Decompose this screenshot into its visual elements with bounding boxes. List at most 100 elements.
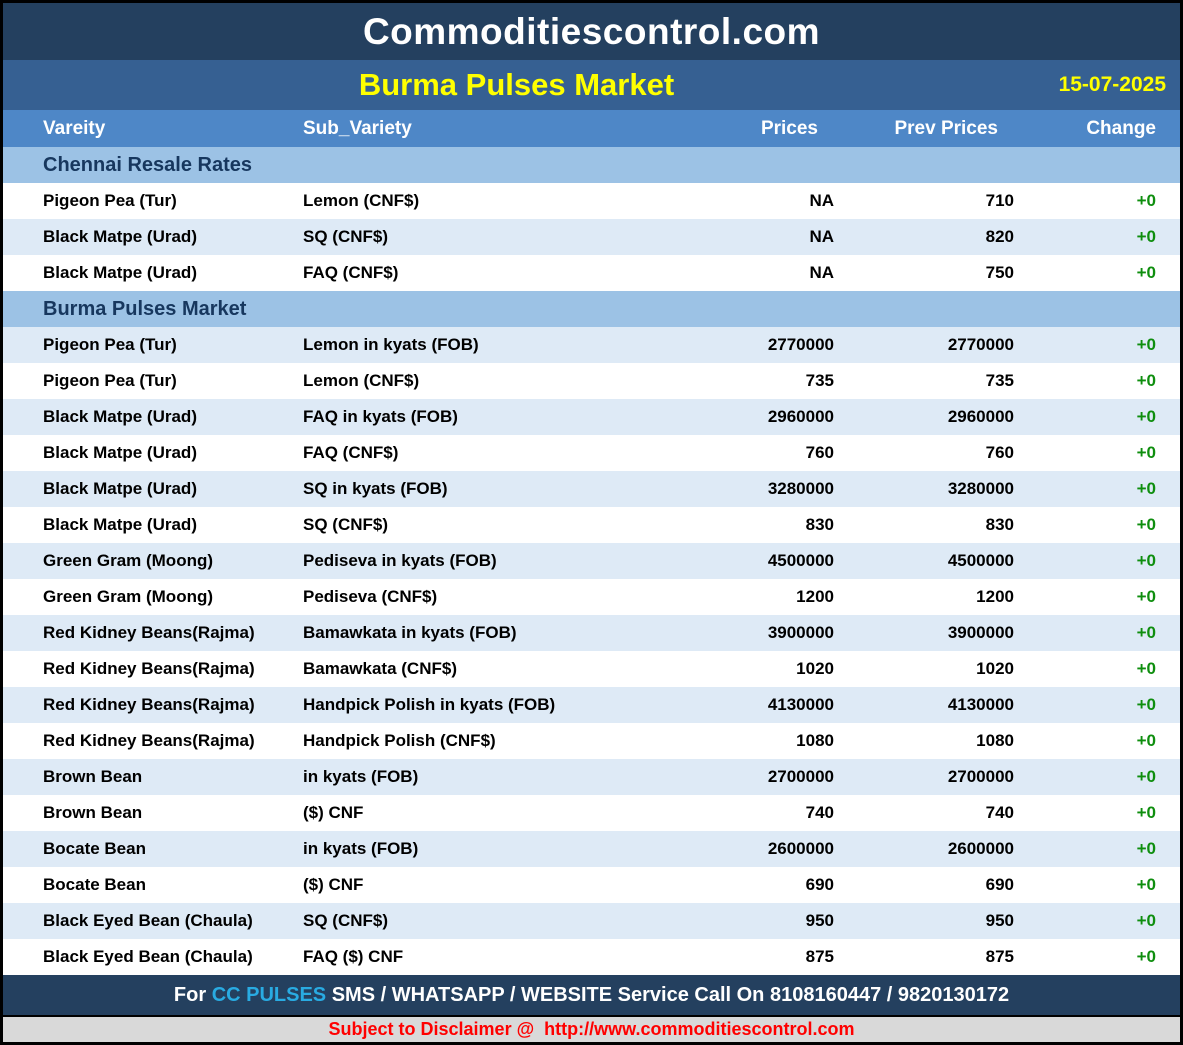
change-cell: +0 — [1136, 803, 1156, 822]
prices-cell: 2770000 — [767, 335, 834, 354]
variety-cell: Red Kidney Beans(Rajma) — [43, 731, 255, 750]
prev-prices-cell: 4130000 — [947, 695, 1014, 714]
prices-cell: NA — [809, 263, 834, 282]
change-cell: +0 — [1136, 695, 1156, 714]
sub-variety-cell: Bamawkata (CNF$) — [303, 659, 457, 678]
prices-cell: 830 — [805, 515, 834, 534]
prices-cell: 875 — [805, 947, 834, 966]
table-row: Red Kidney Beans(Rajma) Bamawkata (CNF$)… — [3, 651, 1180, 687]
variety-cell: Pigeon Pea (Tur) — [43, 191, 177, 210]
prices-cell: 2600000 — [767, 839, 834, 858]
brand-text: CC PULSES — [211, 983, 327, 1006]
section-title: Burma Pulses Market — [3, 291, 1180, 327]
table-row: Pigeon Pea (Tur) Lemon in kyats (FOB) 27… — [3, 327, 1180, 363]
prices-cell: 4130000 — [767, 695, 834, 714]
sub-variety-cell: FAQ (CNF$) — [303, 263, 399, 282]
variety-cell: Bocate Bean — [43, 839, 146, 858]
prices-cell: 4500000 — [767, 551, 834, 570]
prev-prices-cell: 2600000 — [947, 839, 1014, 858]
site-title: Commoditiescontrol.com — [362, 10, 821, 52]
table-row: Red Kidney Beans(Rajma) Handpick Polish … — [3, 723, 1180, 759]
sub-variety-cell: FAQ ($) CNF — [303, 947, 404, 966]
table-header-row: Vareity Sub_Variety Prices Prev Prices C… — [3, 110, 1180, 147]
change-cell: +0 — [1136, 767, 1156, 786]
column-header-sub-variety: Sub_Variety — [303, 110, 563, 147]
table-row: Black Matpe (Urad) FAQ (CNF$) 760 760 +0 — [3, 435, 1180, 471]
prices-cell: NA — [809, 191, 834, 210]
prev-prices-cell: 690 — [985, 875, 1014, 894]
sub-variety-cell: SQ in kyats (FOB) — [303, 479, 448, 498]
variety-cell: Red Kidney Beans(Rajma) — [43, 623, 255, 642]
prev-prices-cell: 735 — [985, 371, 1014, 390]
table-row: Green Gram (Moong) Pediseva (CNF$) 1200 … — [3, 579, 1180, 615]
variety-cell: Pigeon Pea (Tur) — [43, 335, 177, 354]
prev-prices-cell: 2960000 — [947, 407, 1014, 426]
report-date: 15-07-2025 — [1058, 73, 1166, 96]
variety-cell: Red Kidney Beans(Rajma) — [43, 695, 255, 714]
prices-cell: NA — [809, 227, 834, 246]
sub-variety-cell: Handpick Polish (CNF$) — [303, 731, 496, 750]
prices-cell: 760 — [805, 443, 834, 462]
service-text-suffix: SMS / WHATSAPP / WEBSITE Service Call On… — [326, 983, 1010, 1006]
sub-variety-cell: FAQ in kyats (FOB) — [303, 407, 458, 426]
variety-cell: Black Matpe (Urad) — [43, 515, 197, 534]
prev-prices-cell: 2700000 — [947, 767, 1014, 786]
prices-cell: 690 — [805, 875, 834, 894]
sub-variety-cell: FAQ (CNF$) — [303, 443, 399, 462]
sub-variety-cell: Lemon (CNF$) — [303, 191, 420, 210]
change-cell: +0 — [1136, 623, 1156, 642]
disclaimer-url[interactable]: http://www.commoditiescontrol.com — [544, 1019, 855, 1039]
sub-variety-cell: Lemon in kyats (FOB) — [303, 335, 479, 354]
prices-cell: 1200 — [796, 587, 834, 606]
prices-cell: 735 — [805, 371, 834, 390]
table-row: Black Eyed Bean (Chaula) FAQ ($) CNF 875… — [3, 939, 1180, 975]
change-cell: +0 — [1136, 875, 1156, 894]
table-row: Pigeon Pea (Tur) Lemon (CNF$) NA 710 +0 — [3, 183, 1180, 219]
prices-cell: 3900000 — [767, 623, 834, 642]
change-cell: +0 — [1136, 587, 1156, 606]
sub-variety-cell: in kyats (FOB) — [303, 767, 419, 786]
column-header-change: Change — [1028, 110, 1180, 147]
prices-cell: 3280000 — [767, 479, 834, 498]
variety-cell: Black Matpe (Urad) — [43, 443, 197, 462]
report-title: Burma Pulses Market — [358, 67, 675, 102]
prev-prices-cell: 3280000 — [947, 479, 1014, 498]
variety-cell: Black Matpe (Urad) — [43, 263, 197, 282]
prev-prices-cell: 740 — [985, 803, 1014, 822]
variety-cell: Green Gram (Moong) — [43, 551, 214, 570]
table-row: Bocate Bean ($) CNF 690 690 +0 — [3, 867, 1180, 903]
change-cell: +0 — [1136, 407, 1156, 426]
change-cell: +0 — [1136, 515, 1156, 534]
prev-prices-cell: 1200 — [976, 587, 1014, 606]
prev-prices-cell: 3900000 — [947, 623, 1014, 642]
service-footer: For CC PULSES SMS / WHATSAPP / WEBSITE S… — [3, 975, 1180, 1015]
prev-prices-cell: 1020 — [976, 659, 1014, 678]
table-row: Black Matpe (Urad) SQ (CNF$) 830 830 +0 — [3, 507, 1180, 543]
sub-variety-cell: SQ (CNF$) — [303, 515, 388, 534]
prev-prices-cell: 750 — [985, 263, 1014, 282]
footer-divider — [3, 1015, 1180, 1017]
prices-cell: 2700000 — [767, 767, 834, 786]
prices-cell: 1080 — [796, 731, 834, 750]
change-cell: +0 — [1136, 227, 1156, 246]
change-cell: +0 — [1136, 335, 1156, 354]
sub-variety-cell: in kyats (FOB) — [303, 839, 419, 858]
variety-cell: Black Matpe (Urad) — [43, 227, 197, 246]
sub-variety-cell: Bamawkata in kyats (FOB) — [303, 623, 517, 642]
change-cell: +0 — [1136, 947, 1156, 966]
variety-cell: Pigeon Pea (Tur) — [43, 371, 177, 390]
change-cell: +0 — [1136, 659, 1156, 678]
variety-cell: Black Eyed Bean (Chaula) — [43, 947, 253, 966]
prices-cell: 740 — [805, 803, 834, 822]
table-row: Brown Bean in kyats (FOB) 2700000 270000… — [3, 759, 1180, 795]
prev-prices-cell: 950 — [985, 911, 1014, 930]
prev-prices-cell: 760 — [985, 443, 1014, 462]
table-row: Pigeon Pea (Tur) Lemon (CNF$) 735 735 +0 — [3, 363, 1180, 399]
table-row: Green Gram (Moong) Pediseva in kyats (FO… — [3, 543, 1180, 579]
prev-prices-cell: 2770000 — [947, 335, 1014, 354]
sub-variety-cell: Pediseva in kyats (FOB) — [303, 551, 497, 570]
change-cell: +0 — [1136, 731, 1156, 750]
app-header: Commoditiescontrol.com — [3, 3, 1180, 60]
market-table: Vareity Sub_Variety Prices Prev Prices C… — [3, 110, 1180, 975]
variety-cell: Black Eyed Bean (Chaula) — [43, 911, 253, 930]
